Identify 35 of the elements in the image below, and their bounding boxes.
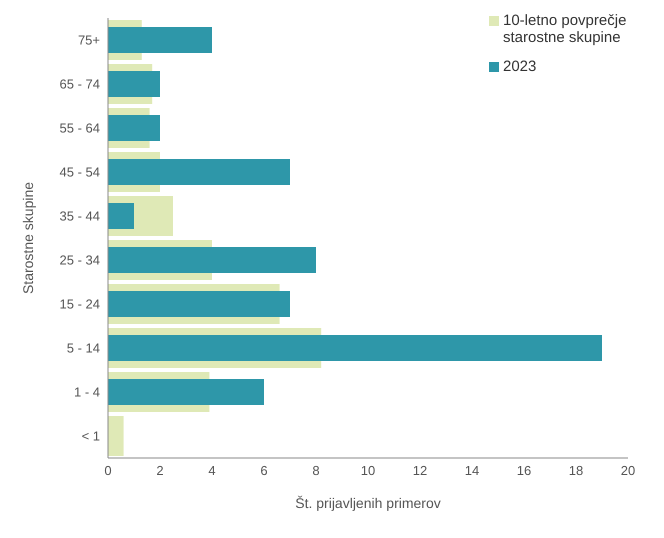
x-tick-label: 12 (412, 463, 428, 478)
y-tick-label: 5 - 14 (66, 340, 100, 356)
bar (108, 71, 160, 97)
bar (108, 115, 160, 141)
x-axis-title: Št. prijavljenih primerov (295, 495, 441, 511)
bar (108, 335, 602, 361)
x-tick-label: 14 (464, 463, 480, 478)
y-tick-label: < 1 (82, 428, 100, 444)
x-tick-label: 8 (312, 463, 320, 478)
bar (108, 159, 290, 185)
x-tick-label: 2 (156, 463, 164, 478)
bar (108, 247, 316, 273)
x-tick-label: 0 (104, 463, 112, 478)
x-tick-label: 10 (360, 463, 376, 478)
y-tick-label: 1 - 4 (74, 384, 100, 400)
legend-label: 2023 (503, 58, 536, 75)
legend-label: 10-letno povprečje starostne skupine (503, 12, 628, 46)
x-tick-label: 20 (620, 463, 636, 478)
y-tick-label: 25 - 34 (60, 252, 100, 268)
x-tick-label: 6 (260, 463, 268, 478)
x-tick-label: 16 (516, 463, 532, 478)
y-tick-label: 65 - 74 (60, 76, 100, 92)
bar (108, 379, 264, 405)
bar (108, 27, 212, 53)
bar (108, 203, 134, 229)
y-tick-label: 75+ (78, 32, 100, 48)
y-tick-label: 35 - 44 (60, 208, 100, 224)
y-tick-label: 55 - 64 (60, 120, 100, 136)
y-axis-title: Starostne skupine (20, 182, 36, 294)
x-tick-label: 4 (208, 463, 216, 478)
y-tick-label: 45 - 54 (60, 164, 100, 180)
y-tick-label: 15 - 24 (60, 296, 100, 312)
bar (108, 291, 290, 317)
x-tick-label: 18 (568, 463, 584, 478)
bar (108, 416, 124, 456)
